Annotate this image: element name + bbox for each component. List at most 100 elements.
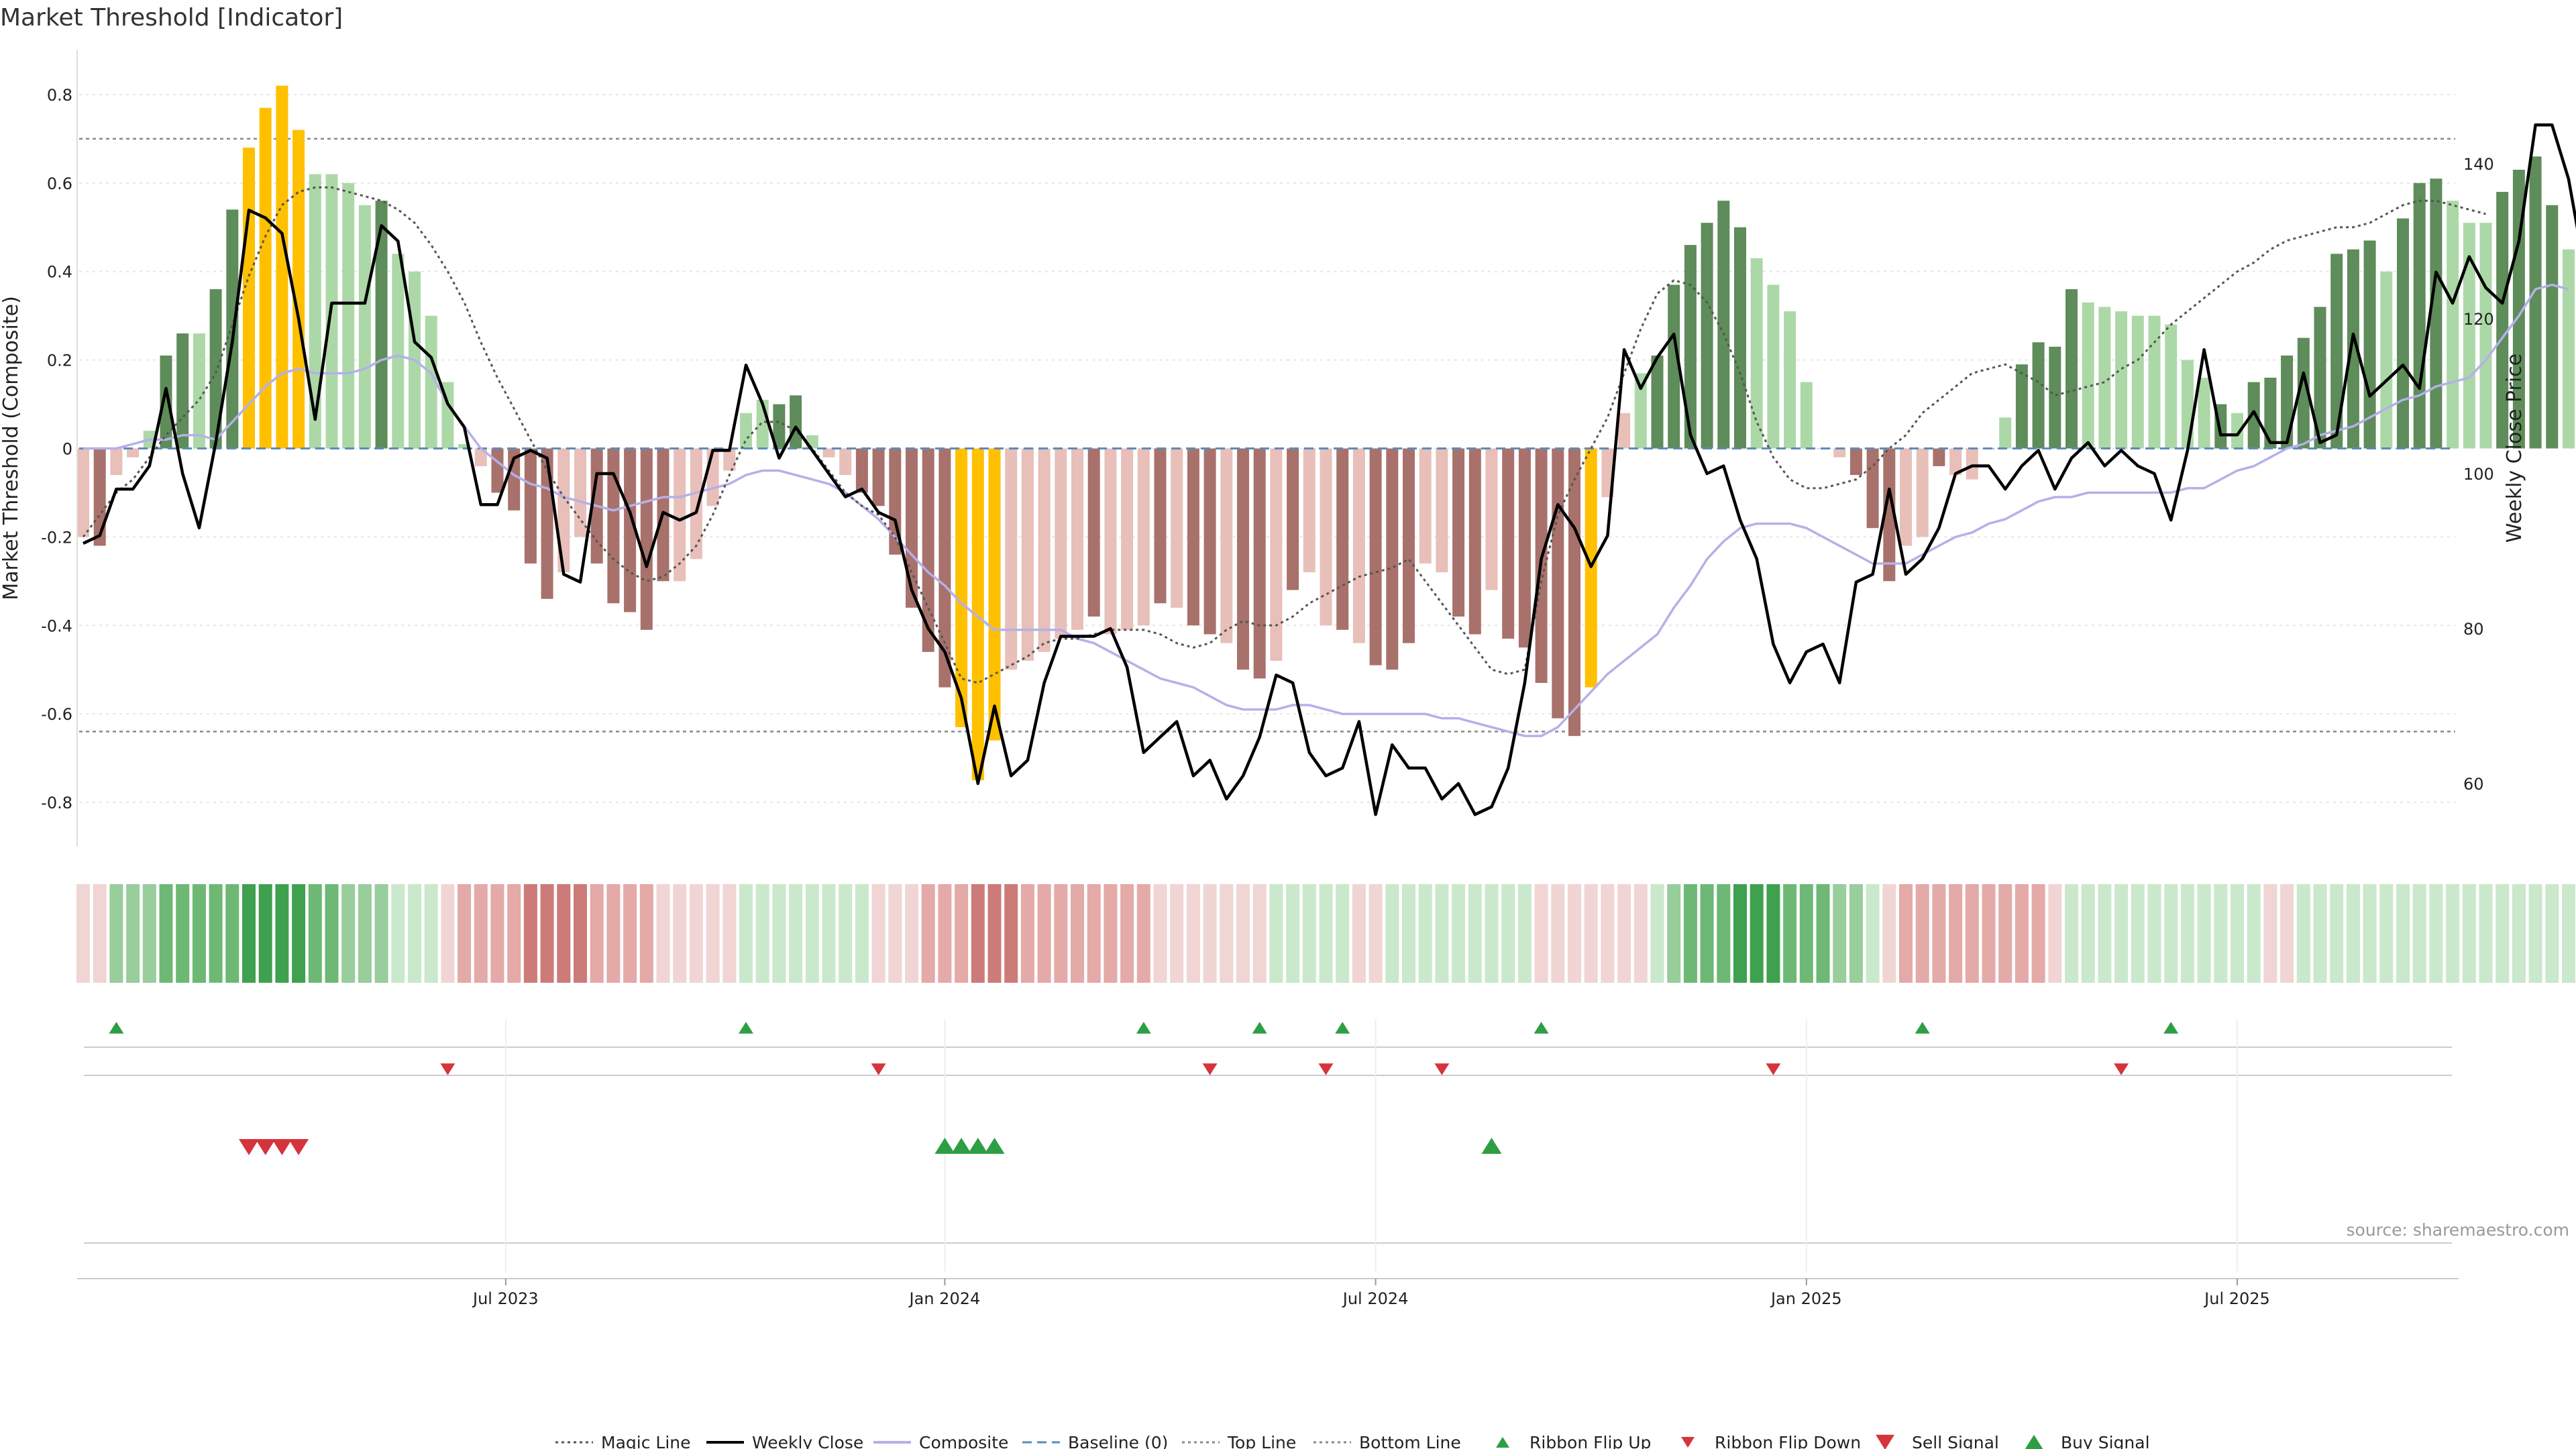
ribbon-cell xyxy=(1783,884,1797,983)
composite-bar xyxy=(541,448,553,599)
ribbon-cell xyxy=(755,884,769,983)
x-tick-label: Jul 2023 xyxy=(472,1289,539,1308)
legend-item: Weekly Close xyxy=(706,1433,863,1449)
composite-bar xyxy=(2413,182,2426,449)
ribbon-flip-down-marker xyxy=(1318,1063,1334,1075)
ribbon-cell xyxy=(1932,884,1946,983)
y-tick-right: 80 xyxy=(2463,620,2484,639)
ribbon-cell xyxy=(557,884,571,983)
axes: 0.8 0.6 0.4 0.2 0 -0.2 -0.4 -0.6 -0.8 140 120 100 80… xyxy=(41,50,2494,847)
composite-bar xyxy=(2330,254,2343,449)
ribbon-cell xyxy=(2479,884,2493,983)
ribbon-cell xyxy=(1915,884,1929,983)
ribbon-cell xyxy=(1849,884,1863,983)
y-tick-right: 60 xyxy=(2463,775,2484,794)
composite-bar xyxy=(2181,360,2194,449)
ribbon-cell xyxy=(2048,884,2062,983)
legend-label: Composite xyxy=(919,1433,1008,1449)
ribbon-cell xyxy=(1286,884,1300,983)
ribbon-cell xyxy=(126,884,140,983)
ribbon-cell xyxy=(905,884,918,983)
composite-bar xyxy=(2512,170,2525,449)
composite-bar xyxy=(1104,448,1117,635)
ribbon-cell xyxy=(1402,884,1415,983)
ribbon-cell xyxy=(441,884,455,983)
ribbon-cell xyxy=(1633,884,1648,983)
ribbon-cell xyxy=(1220,884,1234,983)
composite-bar xyxy=(276,85,288,449)
composite-bar xyxy=(2198,377,2210,449)
ribbon-cell xyxy=(839,884,853,983)
composite-line xyxy=(83,283,2569,737)
ribbon-cell xyxy=(2197,884,2211,983)
composite-bar xyxy=(93,448,106,546)
ribbon-cell xyxy=(722,884,737,983)
composite-bar xyxy=(1270,448,1283,661)
legend-item: Composite xyxy=(873,1433,1008,1449)
ribbon-cell xyxy=(1468,884,1482,983)
source-label: source: sharemaestro.com xyxy=(2347,1220,2570,1240)
ribbon-cell xyxy=(1302,884,1316,983)
legend: Magic Line Weekly Close Composite Baseline … xyxy=(555,1433,2150,1449)
ribbon-cell xyxy=(1037,884,1051,983)
composite-bar xyxy=(1833,448,1846,458)
composite-bar xyxy=(2165,324,2178,449)
composite-bar xyxy=(2264,377,2277,449)
composite-bar xyxy=(2314,307,2326,449)
ribbon-cell xyxy=(2545,884,2559,983)
composite-bar xyxy=(491,448,504,493)
ribbon-cell xyxy=(574,884,587,983)
composite-bar xyxy=(259,107,272,449)
sell-signal-marker xyxy=(288,1139,309,1155)
ribbon-cell xyxy=(1683,884,1697,983)
ribbon-cell xyxy=(1136,884,1150,983)
ribbon-cell xyxy=(805,884,819,983)
ribbon-cell xyxy=(1982,884,1996,983)
ribbon-cell xyxy=(341,884,356,983)
composite-bar xyxy=(1518,448,1531,648)
legend-label: Sell Signal xyxy=(1912,1433,1999,1449)
composite-bars xyxy=(77,85,2575,781)
ribbon-cell xyxy=(1617,884,1631,983)
composite-bar xyxy=(1287,448,1299,590)
ribbon-cell xyxy=(1004,884,1018,983)
ribbon-cell xyxy=(1650,884,1664,983)
composite-bar xyxy=(1021,448,1034,661)
composite-bar xyxy=(193,333,205,449)
composite-bar xyxy=(1750,258,1763,449)
ribbon-cell xyxy=(1816,884,1830,983)
composite-bar xyxy=(1220,448,1233,643)
ribbon-flip-down-marker xyxy=(1766,1063,1781,1075)
composite-bar xyxy=(1436,448,1448,573)
y-tick-left: 0.2 xyxy=(47,352,72,370)
legend-item: Sell Signal xyxy=(1876,1433,1999,1449)
y-tick-left: -0.2 xyxy=(41,528,72,547)
ribbon-cell xyxy=(2180,884,2194,983)
composite-bar xyxy=(1336,448,1349,630)
composite-bar xyxy=(1684,245,1697,449)
ribbon-cell xyxy=(1352,884,1366,983)
legend-label: Baseline (0) xyxy=(1068,1433,1168,1449)
ribbon-cell xyxy=(656,884,670,983)
buy-signal-marker xyxy=(1481,1138,1502,1154)
ribbon-cell xyxy=(971,884,985,983)
buy-signal-marker xyxy=(967,1138,988,1154)
composite-bar xyxy=(342,182,355,449)
composite-bar xyxy=(1916,448,1929,537)
ribbon-cell xyxy=(2131,884,2145,983)
ribbon-cell xyxy=(2429,884,2443,983)
ribbon-cell xyxy=(2065,884,2078,983)
ribbon-cell xyxy=(1071,884,1084,983)
ribbon-cell xyxy=(1435,884,1449,983)
composite-bar xyxy=(2479,223,2492,449)
composite-bar xyxy=(1403,448,1415,643)
composite-bar xyxy=(77,448,89,537)
ribbon-cell xyxy=(1733,884,1747,983)
y-tick-left: -0.4 xyxy=(41,616,72,635)
ribbon-cell xyxy=(1385,884,1399,983)
ribbon-cell xyxy=(374,884,388,983)
ribbon-cell xyxy=(242,884,256,983)
ribbon-cell xyxy=(2081,884,2095,983)
composite-bar xyxy=(2430,178,2443,449)
composite-bar xyxy=(209,289,222,449)
